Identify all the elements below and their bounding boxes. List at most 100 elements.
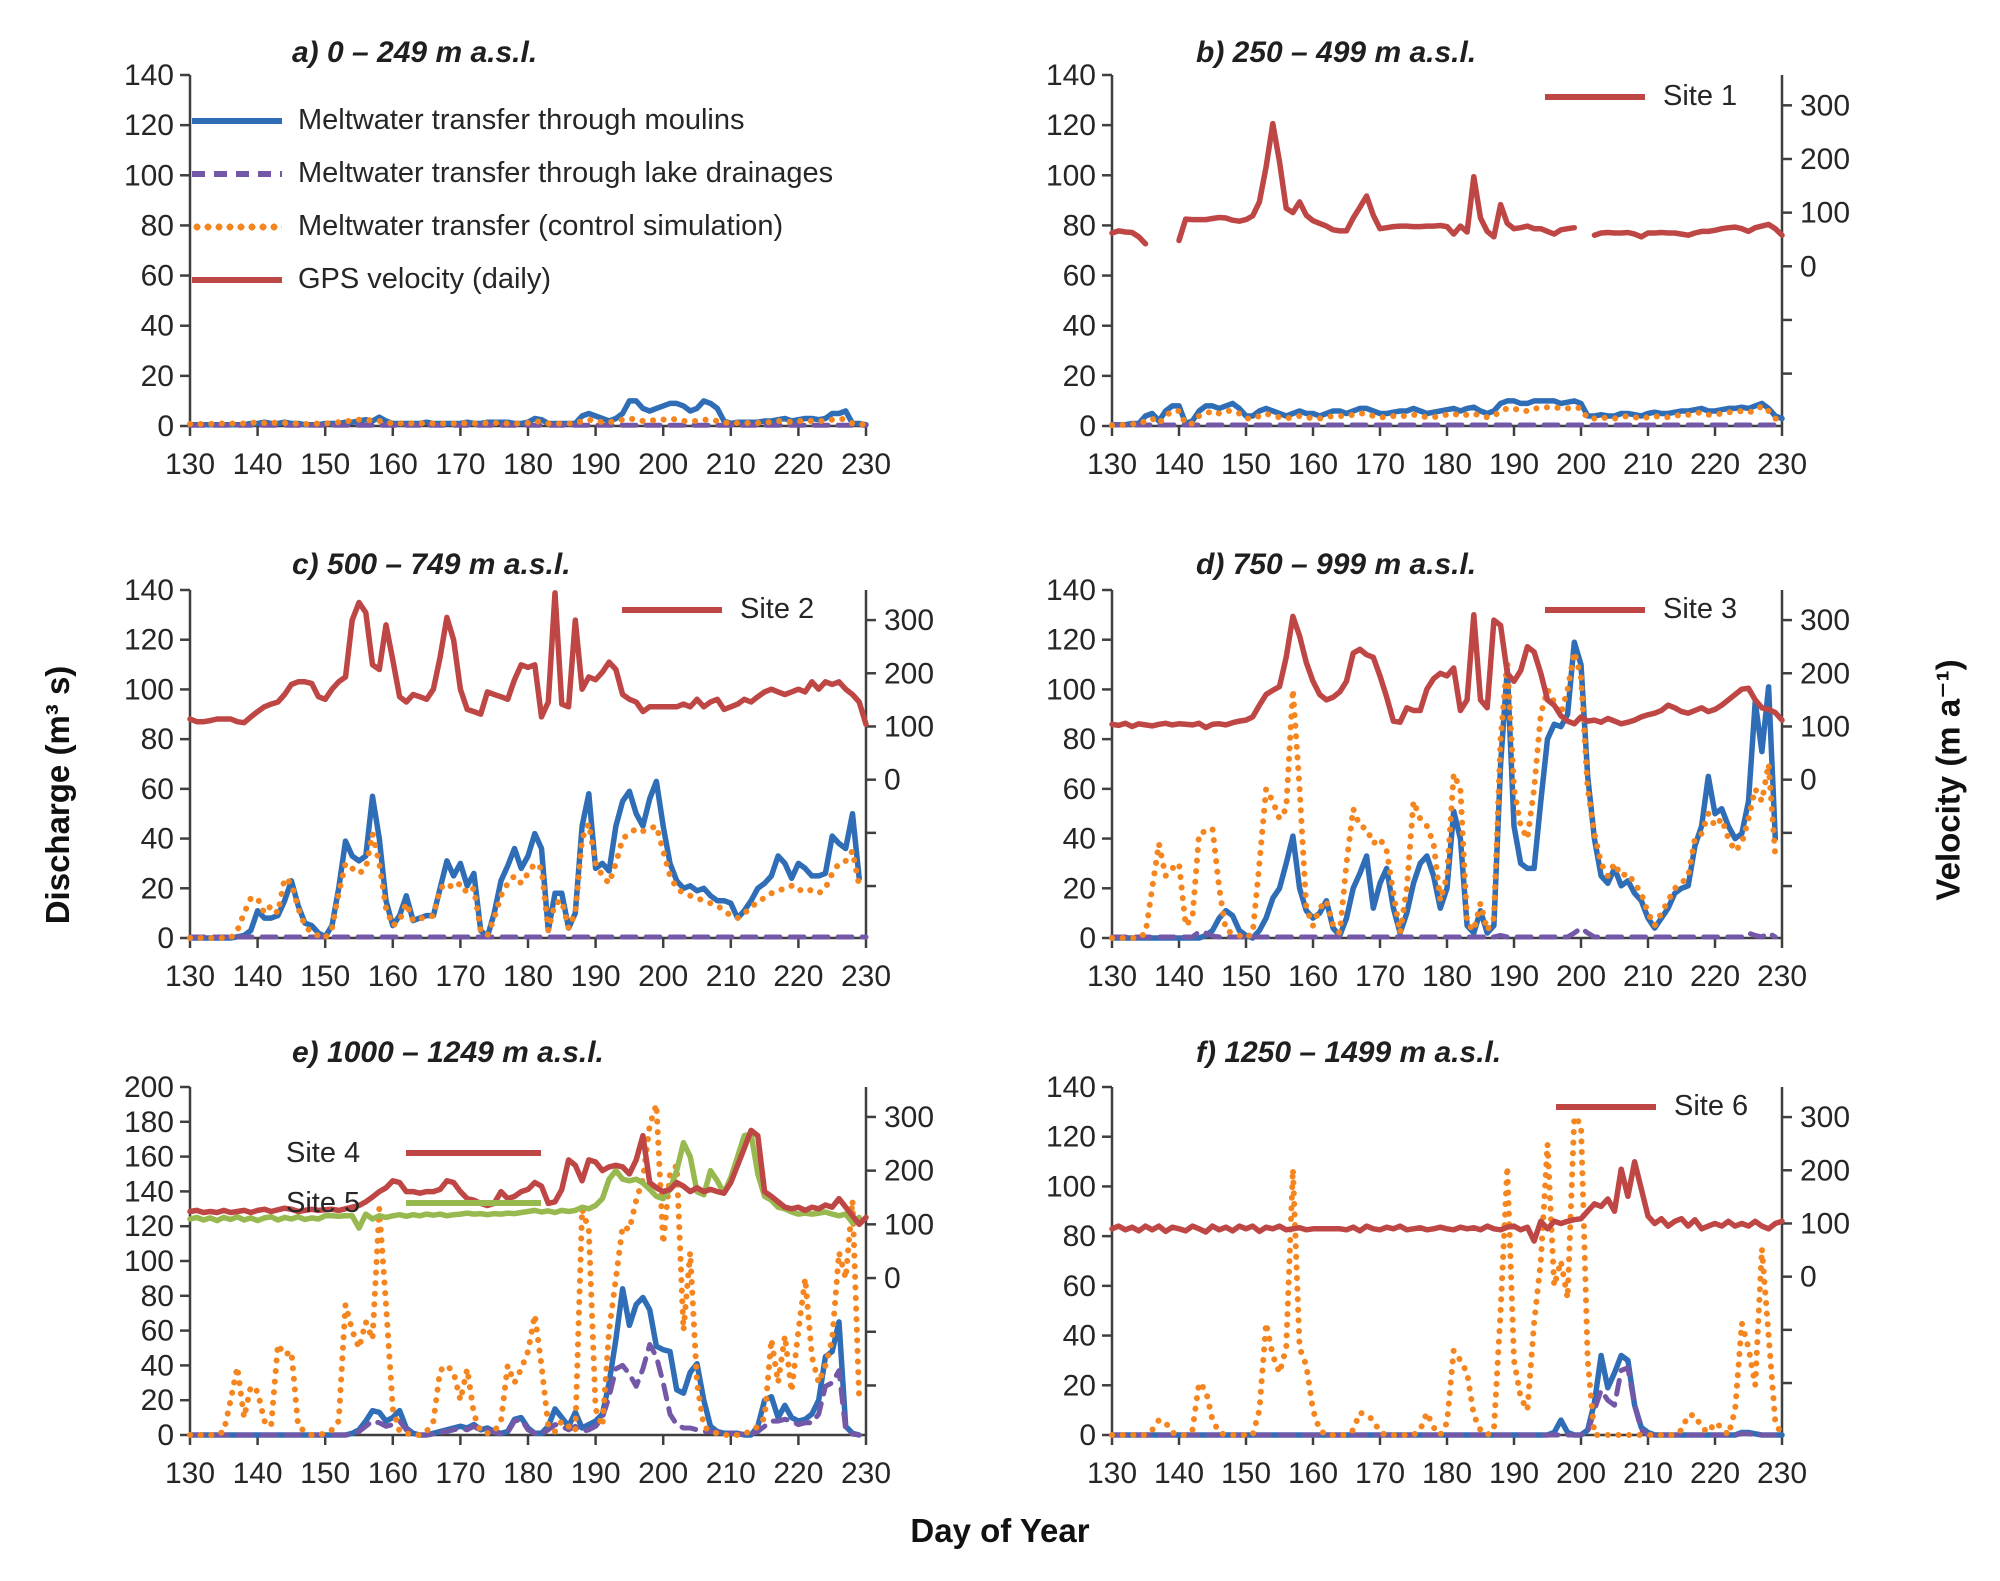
tick-label: 150 <box>1221 448 1271 481</box>
tick-label: 100 <box>1800 1207 1850 1240</box>
tick-label: 190 <box>571 448 621 481</box>
tick-label: 0 <box>1800 250 1817 283</box>
tick-label: 40 <box>1063 310 1096 343</box>
tick-label: 100 <box>124 673 174 706</box>
tick-label: 220 <box>773 448 823 481</box>
tick-label: 0 <box>884 764 901 797</box>
tick-label: 130 <box>165 448 215 481</box>
tick-label: 20 <box>141 872 174 905</box>
site45-legend: Site 4 Site 5 <box>286 1128 541 1228</box>
tick-label: 130 <box>165 1457 215 1490</box>
tick-label: 200 <box>1800 1154 1850 1187</box>
series-site6_velocity-f <box>1109 1159 1785 1244</box>
x-axis-title: Day of Year <box>910 1512 1090 1549</box>
tick-label: 220 <box>773 1457 823 1490</box>
tick-label: 180 <box>1422 448 1472 481</box>
tick-label: 200 <box>1800 657 1850 690</box>
tick-label: 180 <box>503 960 553 993</box>
site1-label: Site 1 <box>1663 80 1738 112</box>
tick-label: 100 <box>1800 197 1850 230</box>
site6-line-swatch <box>1556 1103 1656 1110</box>
tick-label: 170 <box>435 960 485 993</box>
legend-item-label: GPS velocity (daily) <box>298 263 552 295</box>
tick-label: 200 <box>1556 960 1606 993</box>
tick-label: 150 <box>1221 1457 1271 1490</box>
site1-legend: Site 1 <box>1545 80 1737 113</box>
tick-label: 150 <box>300 960 350 993</box>
tick-label: 140 <box>1046 574 1096 607</box>
legend-item-control: Meltwater transfer (control simulation) <box>192 200 833 253</box>
right-axis-title: Velocity (m a⁻¹) <box>1929 659 1967 901</box>
tick-label: 140 <box>233 960 283 993</box>
tick-label: 140 <box>233 448 283 481</box>
tick-label: 120 <box>1046 109 1096 142</box>
tick-label: 0 <box>157 410 174 443</box>
lakes-line-swatch <box>192 170 282 177</box>
legend-item-label: Meltwater transfer through moulins <box>298 104 745 136</box>
legend-item-moulins: Meltwater transfer through moulins <box>192 94 833 147</box>
tick-label: 60 <box>1063 773 1096 806</box>
site3-line-swatch <box>1545 606 1645 613</box>
tick-label: 150 <box>1221 960 1271 993</box>
tick-label: 140 <box>233 1457 283 1490</box>
tick-label: 80 <box>1063 1220 1096 1253</box>
tick-label: 60 <box>141 1315 174 1348</box>
tick-label: 80 <box>1063 209 1096 242</box>
tick-label: 210 <box>706 448 756 481</box>
tick-label: 120 <box>124 109 174 142</box>
tick-label: 200 <box>638 960 688 993</box>
tick-label: 300 <box>884 604 934 637</box>
tick-label: 210 <box>706 1457 756 1490</box>
tick-label: 80 <box>1063 723 1096 756</box>
tick-label: 120 <box>1046 1121 1096 1154</box>
tick-label: 210 <box>1623 448 1673 481</box>
tick-label: 190 <box>1489 448 1539 481</box>
tick-label: 160 <box>1288 448 1338 481</box>
tick-label: 140 <box>1154 448 1204 481</box>
panel-d-title: d) 750 – 999 m a.s.l. <box>1196 548 1477 581</box>
tick-label: 160 <box>368 1457 418 1490</box>
tick-label: 130 <box>1087 960 1137 993</box>
tick-label: 140 <box>124 1175 174 1208</box>
tick-label: 300 <box>1800 1101 1850 1134</box>
tick-label: 0 <box>884 1262 901 1295</box>
tick-label: 200 <box>638 1457 688 1490</box>
tick-label: 180 <box>1422 1457 1472 1490</box>
series-control-d <box>1109 649 1779 941</box>
tick-label: 170 <box>1355 448 1405 481</box>
tick-label: 100 <box>1046 159 1096 192</box>
panel-f-title: f) 1250 – 1499 m a.s.l. <box>1196 1036 1502 1069</box>
tick-label: 40 <box>141 1349 174 1382</box>
series-moulins-c <box>187 778 862 941</box>
tick-label: 40 <box>141 823 174 856</box>
site2-legend: Site 2 <box>622 593 814 626</box>
tick-label: 160 <box>1288 960 1338 993</box>
tick-label: 200 <box>884 657 934 690</box>
tick-label: 20 <box>141 1384 174 1417</box>
series-moulins-b <box>1109 398 1785 428</box>
series-control-f <box>1109 1113 1785 1438</box>
series-control-e <box>187 1101 863 1438</box>
series-lakes-e <box>187 1342 862 1438</box>
control-line-swatch <box>192 222 282 231</box>
tick-label: 220 <box>1690 960 1740 993</box>
tick-label: 200 <box>884 1155 934 1188</box>
tick-label: 100 <box>1800 710 1850 743</box>
panel-b-title: b) 250 – 499 m a.s.l. <box>1196 36 1477 69</box>
moulins-line-swatch <box>192 117 282 124</box>
tick-label: 0 <box>157 922 174 955</box>
tick-label: 0 <box>1800 764 1817 797</box>
tick-label: 200 <box>1556 1457 1606 1490</box>
tick-label: 220 <box>1690 448 1740 481</box>
tick-label: 130 <box>165 960 215 993</box>
site5-label: Site 5 <box>286 1186 361 1219</box>
panel-c-title: c) 500 – 749 m a.s.l. <box>292 548 571 581</box>
left-axis-title: Discharge (m³ s) <box>39 665 76 925</box>
tick-label: 120 <box>124 624 174 657</box>
tick-label: 180 <box>503 1457 553 1490</box>
tick-label: 190 <box>1489 960 1539 993</box>
series-control-c <box>187 820 863 941</box>
tick-label: 190 <box>571 1457 621 1490</box>
tick-label: 230 <box>841 960 891 993</box>
